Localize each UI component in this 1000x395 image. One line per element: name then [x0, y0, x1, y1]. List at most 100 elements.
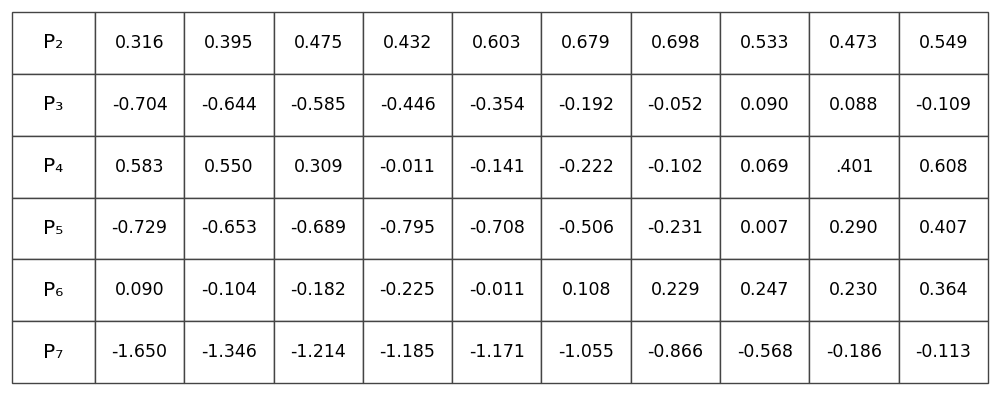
Bar [363, 74, 452, 135]
Bar [541, 12, 631, 74]
Text: 0.007: 0.007 [740, 220, 789, 237]
Text: P₂: P₂ [43, 33, 64, 52]
Text: -0.446: -0.446 [380, 96, 435, 114]
Text: -0.011: -0.011 [469, 281, 525, 299]
Bar [631, 135, 720, 198]
Bar [274, 12, 363, 74]
Bar [720, 321, 809, 383]
Bar [809, 135, 899, 198]
Bar [720, 135, 809, 198]
Text: -0.866: -0.866 [647, 343, 703, 361]
Bar [720, 12, 809, 74]
Text: 0.088: 0.088 [829, 96, 879, 114]
Text: 0.550: 0.550 [204, 158, 254, 175]
Text: -0.729: -0.729 [112, 220, 168, 237]
Bar [899, 198, 988, 260]
Text: -0.704: -0.704 [112, 96, 167, 114]
Bar [95, 135, 184, 198]
Bar [899, 260, 988, 321]
Bar [452, 321, 541, 383]
Text: .401: .401 [835, 158, 873, 175]
Text: -0.141: -0.141 [469, 158, 525, 175]
Bar [809, 321, 899, 383]
Bar [363, 12, 452, 74]
Bar [541, 74, 631, 135]
Bar [452, 135, 541, 198]
Bar [274, 321, 363, 383]
Text: 0.230: 0.230 [829, 281, 879, 299]
Bar [899, 74, 988, 135]
Bar [452, 198, 541, 260]
Bar [184, 74, 274, 135]
Text: 0.473: 0.473 [829, 34, 879, 52]
Text: -1.171: -1.171 [469, 343, 525, 361]
Bar [720, 198, 809, 260]
Text: 0.069: 0.069 [740, 158, 790, 175]
Bar [95, 321, 184, 383]
Bar [363, 321, 452, 383]
Bar [541, 198, 631, 260]
Bar [12, 198, 95, 260]
Text: -0.186: -0.186 [826, 343, 882, 361]
Text: -0.644: -0.644 [201, 96, 257, 114]
Text: -0.506: -0.506 [558, 220, 614, 237]
Bar [274, 260, 363, 321]
Bar [809, 260, 899, 321]
Text: P₇: P₇ [43, 343, 64, 362]
Bar [452, 12, 541, 74]
Bar [184, 198, 274, 260]
Text: -1.650: -1.650 [112, 343, 168, 361]
Bar [809, 74, 899, 135]
Bar [809, 12, 899, 74]
Text: -0.231: -0.231 [647, 220, 703, 237]
Text: 0.407: 0.407 [919, 220, 968, 237]
Bar [363, 198, 452, 260]
Text: -0.585: -0.585 [290, 96, 346, 114]
Text: 0.090: 0.090 [740, 96, 790, 114]
Bar [184, 135, 274, 198]
Text: 0.364: 0.364 [919, 281, 968, 299]
Text: 0.533: 0.533 [740, 34, 789, 52]
Bar [12, 260, 95, 321]
Text: P₅: P₅ [43, 219, 64, 238]
Bar [184, 321, 274, 383]
Text: 0.432: 0.432 [383, 34, 432, 52]
Bar [631, 198, 720, 260]
Text: 0.679: 0.679 [561, 34, 611, 52]
Bar [12, 12, 95, 74]
Bar [363, 260, 452, 321]
Bar [631, 12, 720, 74]
Bar [452, 74, 541, 135]
Text: 0.395: 0.395 [204, 34, 254, 52]
Text: -0.354: -0.354 [469, 96, 525, 114]
Bar [363, 135, 452, 198]
Bar [720, 74, 809, 135]
Text: 0.583: 0.583 [115, 158, 164, 175]
Text: -0.182: -0.182 [290, 281, 346, 299]
Text: 0.290: 0.290 [829, 220, 879, 237]
Bar [631, 74, 720, 135]
Bar [274, 74, 363, 135]
Text: -1.055: -1.055 [558, 343, 614, 361]
Bar [720, 260, 809, 321]
Text: -0.222: -0.222 [558, 158, 614, 175]
Bar [541, 260, 631, 321]
Text: -0.689: -0.689 [290, 220, 346, 237]
Text: 0.229: 0.229 [651, 281, 700, 299]
Text: -0.102: -0.102 [647, 158, 703, 175]
Bar [274, 135, 363, 198]
Bar [541, 321, 631, 383]
Bar [12, 135, 95, 198]
Text: -0.653: -0.653 [201, 220, 257, 237]
Text: 0.108: 0.108 [561, 281, 611, 299]
Bar [452, 260, 541, 321]
Text: -0.192: -0.192 [558, 96, 614, 114]
Bar [274, 198, 363, 260]
Bar [95, 12, 184, 74]
Text: -1.214: -1.214 [290, 343, 346, 361]
Bar [12, 321, 95, 383]
Text: P₄: P₄ [43, 157, 64, 176]
Text: 0.608: 0.608 [919, 158, 968, 175]
Bar [95, 198, 184, 260]
Text: -0.011: -0.011 [380, 158, 435, 175]
